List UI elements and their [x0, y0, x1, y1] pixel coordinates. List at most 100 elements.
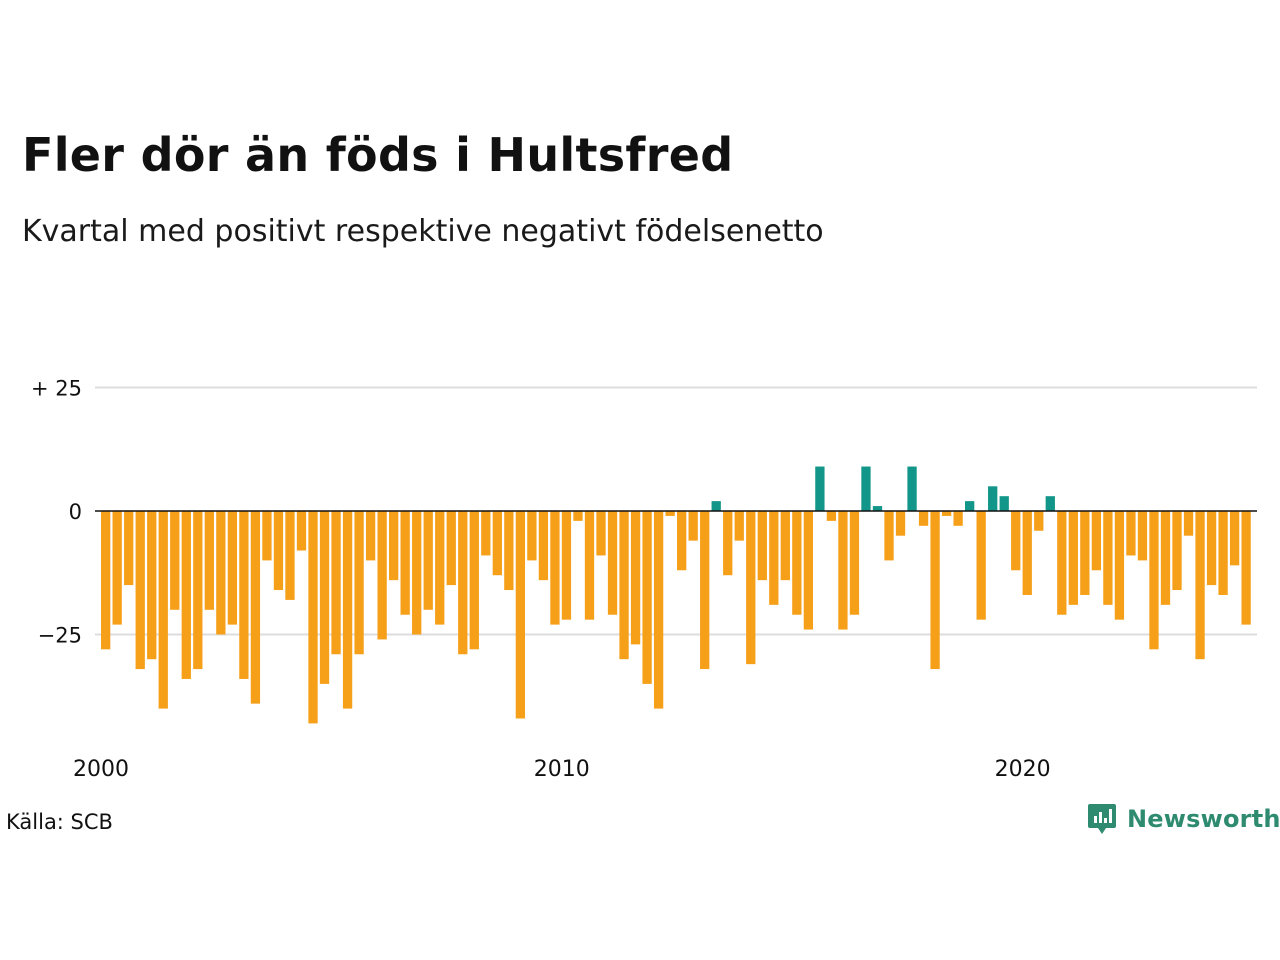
bar [780, 511, 790, 581]
bar [538, 511, 549, 581]
bar [918, 511, 929, 526]
bar [619, 511, 629, 660]
bar [1229, 511, 1240, 566]
bar [642, 511, 652, 684]
bar [884, 511, 894, 561]
bar [193, 511, 203, 670]
bar [1241, 511, 1251, 625]
bar [769, 511, 779, 605]
bar [296, 511, 307, 551]
bar [1137, 511, 1148, 561]
bar [1218, 511, 1228, 595]
bar [1045, 496, 1055, 511]
bar [101, 511, 111, 650]
bar [677, 511, 687, 571]
chart-subtitle: Kvartal med positivt respektive negativt… [22, 214, 824, 249]
bar [573, 511, 583, 521]
bar [481, 511, 491, 556]
y-tick-label: + 25 [31, 377, 82, 401]
bar [354, 511, 364, 655]
bar [308, 511, 318, 724]
bar [584, 511, 595, 620]
bar [965, 501, 975, 511]
bar [1057, 511, 1067, 615]
bar [550, 511, 560, 625]
bar [342, 511, 353, 709]
bar [1068, 511, 1078, 605]
bar [377, 511, 387, 640]
bar [446, 511, 456, 586]
x-tick-label: 2020 [995, 757, 1051, 782]
bar [861, 466, 871, 511]
bar [953, 511, 963, 526]
bar [746, 511, 756, 665]
bar [561, 511, 572, 620]
bar-chart: + 25 0 −25 2000 2010 2020 [31, 377, 1257, 782]
bar [1011, 511, 1021, 571]
bar [630, 511, 641, 645]
bar [204, 511, 214, 610]
brand-logo[interactable]: Newsworthy [1087, 802, 1280, 836]
bar [757, 511, 767, 581]
bar [1206, 511, 1217, 586]
bar [112, 511, 122, 625]
bar [515, 511, 526, 719]
gridlines [95, 386, 1257, 636]
bar [469, 511, 479, 650]
bar [423, 511, 433, 610]
newsworthy-logo-icon [1088, 804, 1116, 834]
bar [216, 511, 226, 635]
bar [1183, 511, 1194, 536]
bar [723, 511, 733, 576]
bar [389, 511, 399, 581]
bar [504, 511, 514, 591]
bar [803, 511, 814, 630]
bar [458, 511, 468, 655]
bar [147, 511, 157, 660]
bar [653, 511, 664, 709]
bar [492, 511, 502, 576]
bar [1091, 511, 1102, 571]
bar [907, 466, 917, 511]
bar [1114, 511, 1125, 620]
bar [1080, 511, 1090, 595]
bar [435, 511, 445, 625]
bar [527, 511, 537, 561]
bar [227, 511, 238, 625]
bar [988, 486, 998, 511]
bar [285, 511, 295, 600]
bars [101, 466, 1251, 724]
bar [849, 511, 860, 615]
x-tick-label: 2010 [534, 757, 590, 782]
bar [181, 511, 191, 679]
bar [838, 511, 848, 630]
bar [815, 466, 825, 511]
bar [895, 511, 906, 536]
bar [262, 511, 272, 561]
y-tick-label: 0 [69, 500, 82, 524]
bar [365, 511, 376, 561]
bar [1126, 511, 1136, 556]
bar [1195, 511, 1205, 660]
bar [170, 511, 180, 610]
source-note: Källa: SCB [6, 810, 113, 834]
bar [331, 511, 341, 655]
bar [1160, 511, 1171, 605]
bar [135, 511, 145, 670]
bar [250, 511, 261, 704]
bar [1172, 511, 1182, 591]
bar [999, 496, 1009, 511]
bar [930, 511, 940, 670]
bar [792, 511, 802, 615]
axes: + 25 0 −25 2000 2010 2020 [31, 377, 1257, 782]
bar [607, 511, 618, 615]
bar [400, 511, 410, 615]
bar [239, 511, 249, 679]
bar [1034, 511, 1044, 531]
bar [596, 511, 606, 556]
brand-name: Newsworthy [1127, 805, 1280, 833]
bar [826, 511, 837, 521]
bar [700, 511, 710, 670]
x-tick-label: 2000 [73, 757, 129, 782]
y-tick-label: −25 [38, 624, 82, 648]
